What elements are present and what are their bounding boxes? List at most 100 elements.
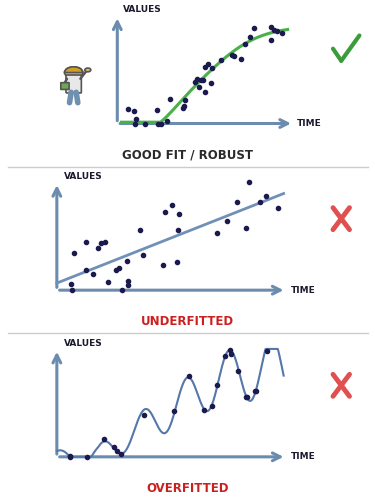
Point [162,208,168,216]
Point [140,250,146,258]
Point [67,453,73,461]
Point [231,52,237,60]
Point [83,238,89,246]
Point [95,244,101,252]
Text: VALUES: VALUES [64,338,102,347]
Point [90,270,96,278]
Point [124,105,130,113]
Point [174,258,180,266]
Point [83,266,89,274]
Point [118,450,124,458]
Point [198,76,204,84]
Point [218,56,224,64]
Point [242,40,248,48]
Point [247,32,253,40]
Point [238,55,244,63]
Point [209,402,214,409]
Point [176,210,181,218]
Point [214,382,220,390]
Point [222,352,228,360]
Point [141,410,147,418]
Point [164,117,170,125]
Point [196,83,202,91]
Point [158,120,164,128]
Point [208,79,214,87]
Point [229,51,235,59]
Point [170,201,176,209]
Point [111,442,117,450]
Point [167,96,173,104]
Point [131,107,137,115]
Point [243,224,249,232]
Point [113,266,119,274]
Text: TIME: TIME [290,452,315,462]
Text: UNDERFITTED: UNDERFITTED [141,316,234,328]
Point [160,262,166,270]
Point [101,435,107,443]
Circle shape [64,67,83,78]
Circle shape [85,68,91,72]
Text: GOOD FIT / ROBUST: GOOD FIT / ROBUST [122,148,253,162]
Point [252,386,258,394]
Point [201,406,207,414]
Point [71,249,77,257]
Point [125,281,131,289]
Point [155,120,161,128]
Point [98,240,104,248]
Point [272,26,278,34]
Text: OVERFITTED: OVERFITTED [146,482,229,495]
Point [181,102,187,110]
Text: VALUES: VALUES [64,172,102,181]
Text: TIME: TIME [290,286,315,294]
FancyBboxPatch shape [61,82,69,89]
Point [264,348,270,356]
Point [246,178,252,186]
Text: VALUES: VALUES [123,6,161,15]
Point [227,346,233,354]
Point [275,204,281,212]
FancyBboxPatch shape [66,75,81,93]
Point [214,230,220,237]
Point [236,367,242,375]
Point [263,192,269,200]
Point [176,226,181,234]
Point [205,60,211,68]
Point [67,452,73,460]
Point [125,277,131,285]
Point [114,448,120,456]
Point [154,106,160,114]
Point [268,23,274,31]
Point [209,64,215,72]
Point [137,226,143,234]
Point [171,408,177,416]
Point [133,115,139,123]
Point [200,76,206,84]
Point [228,350,234,358]
Wedge shape [64,67,83,72]
Point [202,62,208,70]
Point [186,372,192,380]
Point [116,264,122,272]
Point [201,88,207,96]
Point [182,96,188,104]
Point [274,27,280,35]
Point [119,286,125,294]
Point [124,257,130,265]
Text: TIME: TIME [297,119,322,128]
Point [268,36,274,44]
Point [251,24,257,32]
Point [132,120,138,128]
Point [142,120,148,128]
Point [253,387,259,395]
Point [180,104,186,112]
Point [68,280,74,288]
Point [194,76,200,84]
Point [244,394,250,402]
Point [243,394,249,402]
Point [224,218,230,226]
Point [234,198,240,206]
Point [192,78,198,86]
Point [84,453,90,461]
Point [279,29,285,37]
Point [102,238,108,246]
